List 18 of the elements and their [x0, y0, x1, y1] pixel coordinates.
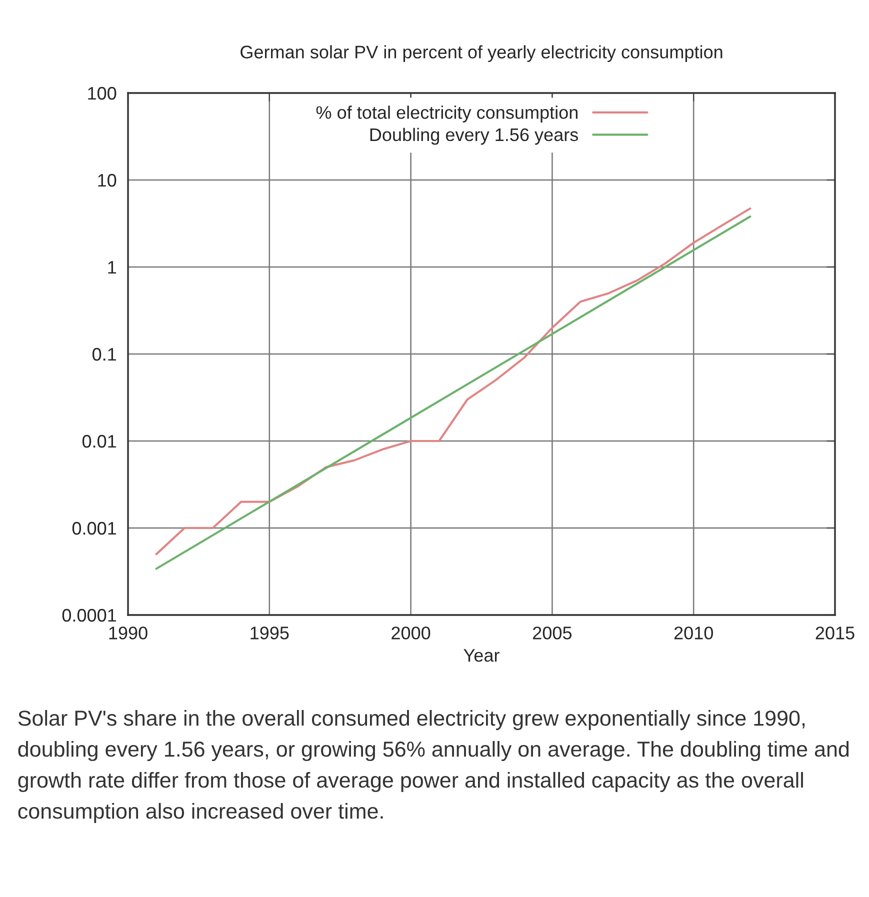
legend-label: % of total electricity consumption [316, 106, 578, 122]
y-tick-label: 1 [108, 261, 116, 274]
y-tick-label: 0.0001 [62, 608, 116, 622]
x-tick-label: 2010 [674, 626, 713, 640]
y-tick-label: 100 [88, 86, 116, 100]
x-tick-label: 2000 [392, 626, 430, 640]
chart-title: German solar PV in percent of yearly electricity consumption [240, 45, 722, 62]
x-axis-title: Year [464, 649, 500, 662]
y-tick-label: 0.1 [92, 348, 116, 361]
y-tick-label: 10 [98, 174, 116, 187]
x-tick-label: 2015 [816, 626, 854, 640]
text: Solar PV's share in the overall consumed electricity grew exponentially since 1990, doubling every 1.56 years, or growing 56% annually on average. The doubling time and growth rate differ from those of average power and installed capacity as the overall consumption also increased over time. [18, 710, 849, 824]
x-tick-label: 1990 [109, 626, 148, 640]
x-tick-label: 1995 [250, 626, 289, 640]
legend-label: Doubling every 1.56 years [370, 128, 578, 145]
x-tick-label: 2005 [533, 626, 572, 640]
y-tick-label: 0.01 [82, 434, 116, 448]
y-tick-label: 0.001 [72, 522, 116, 535]
